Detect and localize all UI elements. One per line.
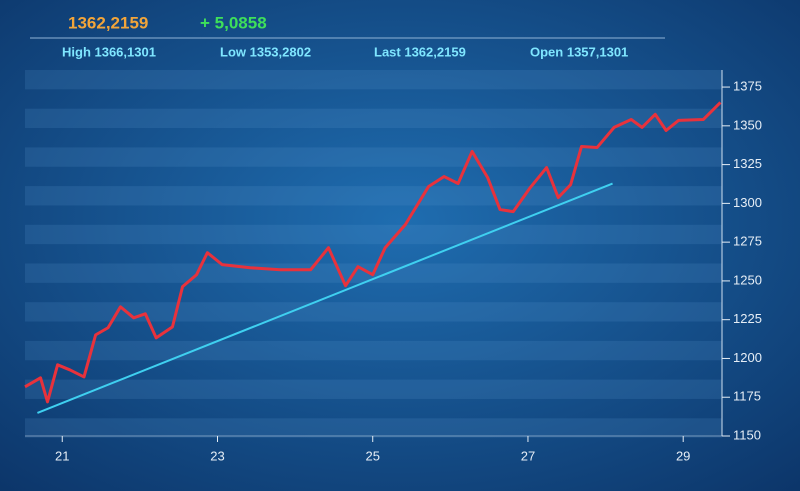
x-tick-label: 29 [676, 448, 690, 463]
stripe [25, 302, 722, 322]
y-tick-label: 1350 [733, 117, 762, 132]
y-tick-label: 1250 [733, 272, 762, 287]
stat: High 1366,1301 [62, 44, 156, 59]
stat: Low 1353,2802 [220, 44, 311, 59]
stripe [25, 70, 722, 90]
line [24, 101, 722, 404]
x-tick-label: 27 [521, 448, 535, 463]
stripe [25, 108, 722, 129]
y-tick-label: 1375 [733, 78, 762, 93]
y-tick-label: 1150 [733, 427, 761, 442]
stripe [25, 147, 722, 167]
y-tick-label: 1300 [733, 195, 762, 210]
stripe [25, 340, 722, 361]
x-tick-label: 25 [365, 448, 379, 463]
y-tick-label: 1275 [733, 234, 762, 249]
price: 1362,2159 [68, 13, 148, 32]
stripe [25, 418, 722, 438]
stat: Last 1362,2159 [374, 44, 466, 59]
stat: Open 1357,1301 [530, 44, 628, 59]
y-tick-label: 1225 [733, 311, 762, 326]
x-tick-label: 21 [55, 448, 69, 463]
stripe [25, 186, 722, 206]
line [37, 182, 613, 414]
y-tick-label: 1325 [733, 156, 762, 171]
change: + 5,0858 [200, 13, 267, 32]
stripe [25, 224, 722, 245]
stripe [25, 379, 722, 399]
x-tick-label: 23 [210, 448, 224, 463]
y-tick-label: 1175 [733, 389, 761, 404]
y-tick-label: 1200 [733, 350, 762, 365]
